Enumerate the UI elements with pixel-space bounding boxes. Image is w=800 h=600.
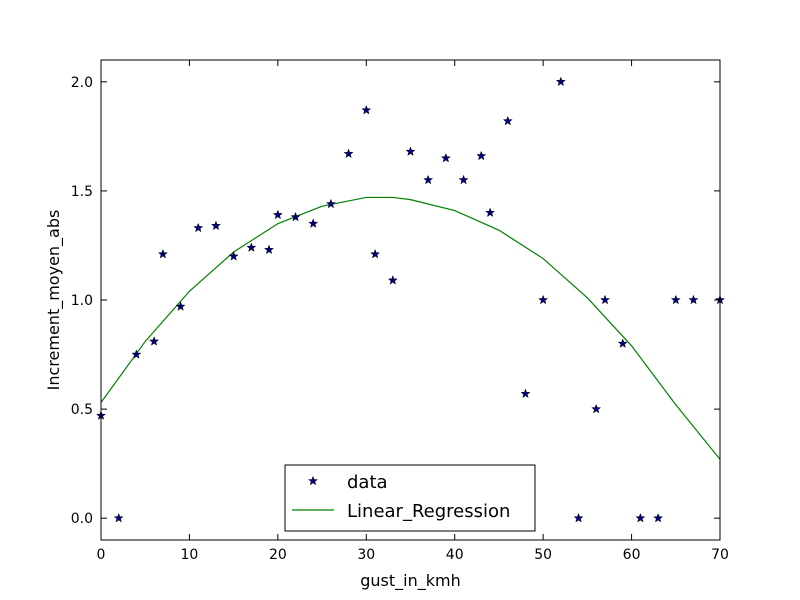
- x-tick-label: 50: [534, 547, 552, 563]
- data-point: [148, 336, 160, 346]
- data-point: [573, 512, 584, 523]
- x-tick-label: 40: [446, 547, 464, 563]
- data-point: [538, 294, 549, 305]
- data-point: [635, 512, 646, 523]
- data-point: [290, 211, 301, 222]
- data-point: [193, 222, 204, 233]
- data-point: [617, 338, 628, 348]
- legend-data-marker: [307, 475, 319, 486]
- data-point: [387, 275, 398, 285]
- data-point: [670, 294, 681, 305]
- x-tick-label: 10: [181, 547, 199, 563]
- data-point: [405, 146, 416, 156]
- y-tick-label: 1.5: [71, 184, 93, 200]
- regression-series: [101, 196, 720, 460]
- data-point: [688, 294, 699, 305]
- y-axis-label: Increment_moyen_abs: [44, 210, 64, 391]
- x-tick-label: 20: [269, 547, 287, 563]
- data-point: [502, 115, 513, 126]
- data-point: [653, 512, 664, 523]
- data-point: [423, 174, 434, 185]
- data-point: [555, 76, 566, 87]
- data-point: [440, 152, 451, 163]
- data-point: [591, 403, 602, 414]
- data-point: [157, 248, 168, 259]
- x-tick-label: 30: [357, 547, 375, 563]
- regression-line: [101, 196, 720, 460]
- x-axis-label: gust_in_kmh: [360, 571, 460, 591]
- data-series: [95, 76, 726, 523]
- plot-area: [101, 60, 720, 540]
- data-point: [361, 104, 372, 115]
- data-point: [476, 150, 487, 161]
- data-point: [246, 242, 257, 252]
- y-tick-label: 1.0: [71, 293, 93, 309]
- data-point: [485, 207, 496, 218]
- axis-ticks: 0 10 20 30 40 50 60 70 0.0 0.5 1.0 1.5 2.0: [71, 60, 729, 563]
- x-tick-label: 60: [623, 547, 641, 563]
- data-point: [175, 301, 186, 311]
- data-point: [520, 388, 531, 399]
- data-point: [370, 248, 381, 259]
- data-point: [599, 294, 611, 305]
- y-tick-label: 2.0: [71, 75, 93, 91]
- legend-regression-label: Linear_Regression: [347, 501, 510, 522]
- data-point: [210, 220, 222, 231]
- x-tick-label: 0: [97, 547, 106, 563]
- data-point: [458, 174, 469, 185]
- data-point: [308, 218, 319, 228]
- data-point: [228, 251, 239, 261]
- legend-box: [284, 464, 536, 532]
- y-tick-label: 0.0: [71, 511, 93, 527]
- legend-data-label: data: [347, 472, 388, 493]
- data-point: [113, 512, 124, 523]
- data-point: [325, 198, 336, 209]
- y-tick-label: 0.5: [71, 402, 93, 418]
- legend: data Linear_Regression: [284, 464, 536, 532]
- data-point: [343, 148, 354, 159]
- data-point: [272, 209, 283, 220]
- data-point: [263, 244, 275, 255]
- data-point: [131, 349, 142, 359]
- x-tick-label: 70: [711, 547, 729, 563]
